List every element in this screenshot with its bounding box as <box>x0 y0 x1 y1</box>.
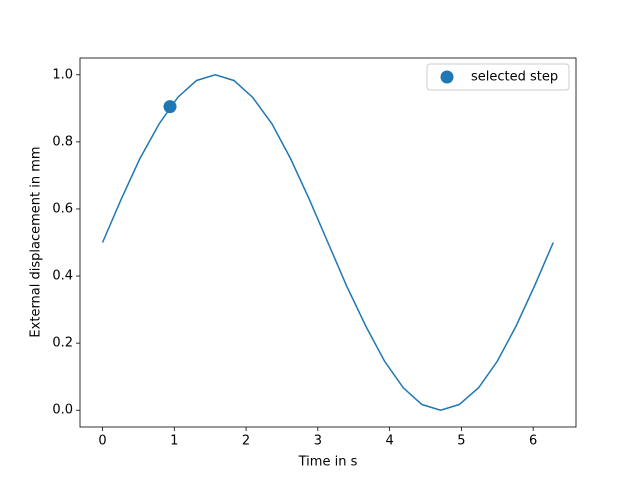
x-axis-label: Time in s <box>298 455 358 470</box>
y-tick-label: 0.0 <box>52 403 73 418</box>
y-tick-label: 0.4 <box>52 269 73 284</box>
y-axis-label: External displacement in mm <box>29 146 44 337</box>
plot-frame <box>79 57 577 428</box>
marker <box>163 100 177 114</box>
line <box>101 73 554 412</box>
y-tick-label: 0.8 <box>52 134 73 149</box>
legend-swatch <box>440 70 454 84</box>
x-tick-label: 6 <box>529 434 537 449</box>
x-tick-label: 1 <box>170 434 178 449</box>
x-tick-label: 2 <box>242 434 250 449</box>
y-tick-label: 0.6 <box>52 201 73 216</box>
x-tick-label: 5 <box>457 434 465 449</box>
y-tick-label: 0.2 <box>52 336 73 351</box>
x-tick-label: 0 <box>98 434 106 449</box>
x-tick-label: 4 <box>385 434 393 449</box>
y-tick-label: 1.0 <box>52 67 73 82</box>
legend-label: selected step <box>471 70 558 85</box>
x-tick-label: 3 <box>314 434 322 449</box>
legend-box <box>426 63 570 91</box>
